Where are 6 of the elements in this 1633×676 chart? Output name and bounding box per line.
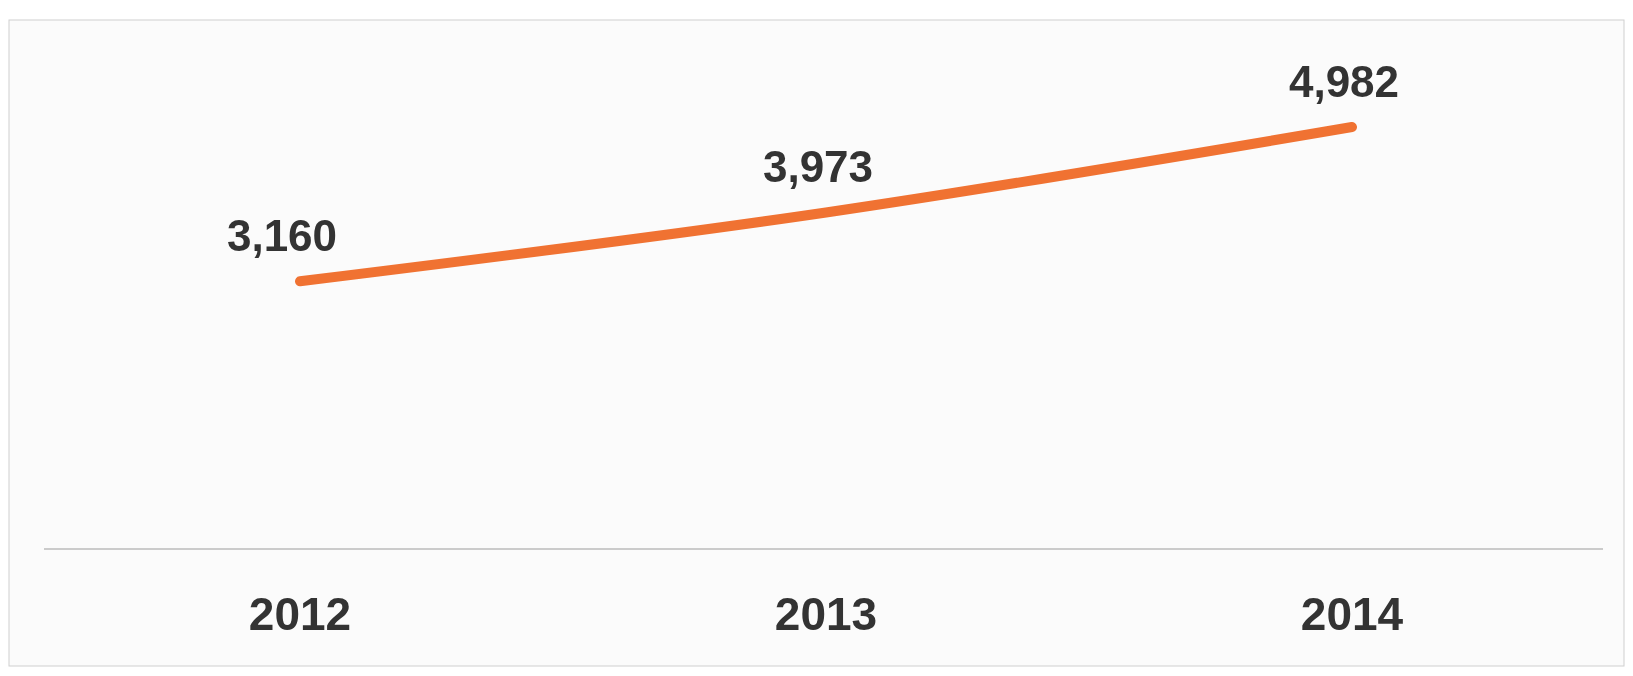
x-tick-label: 2014 (1300, 588, 1404, 640)
data-label: 3,160 (226, 211, 338, 261)
x-tick-label: 2013 (774, 588, 878, 640)
data-label: 3,973 (762, 142, 874, 192)
data-label: 4,982 (1288, 57, 1400, 106)
x-tick-label: 2012 (248, 588, 352, 640)
